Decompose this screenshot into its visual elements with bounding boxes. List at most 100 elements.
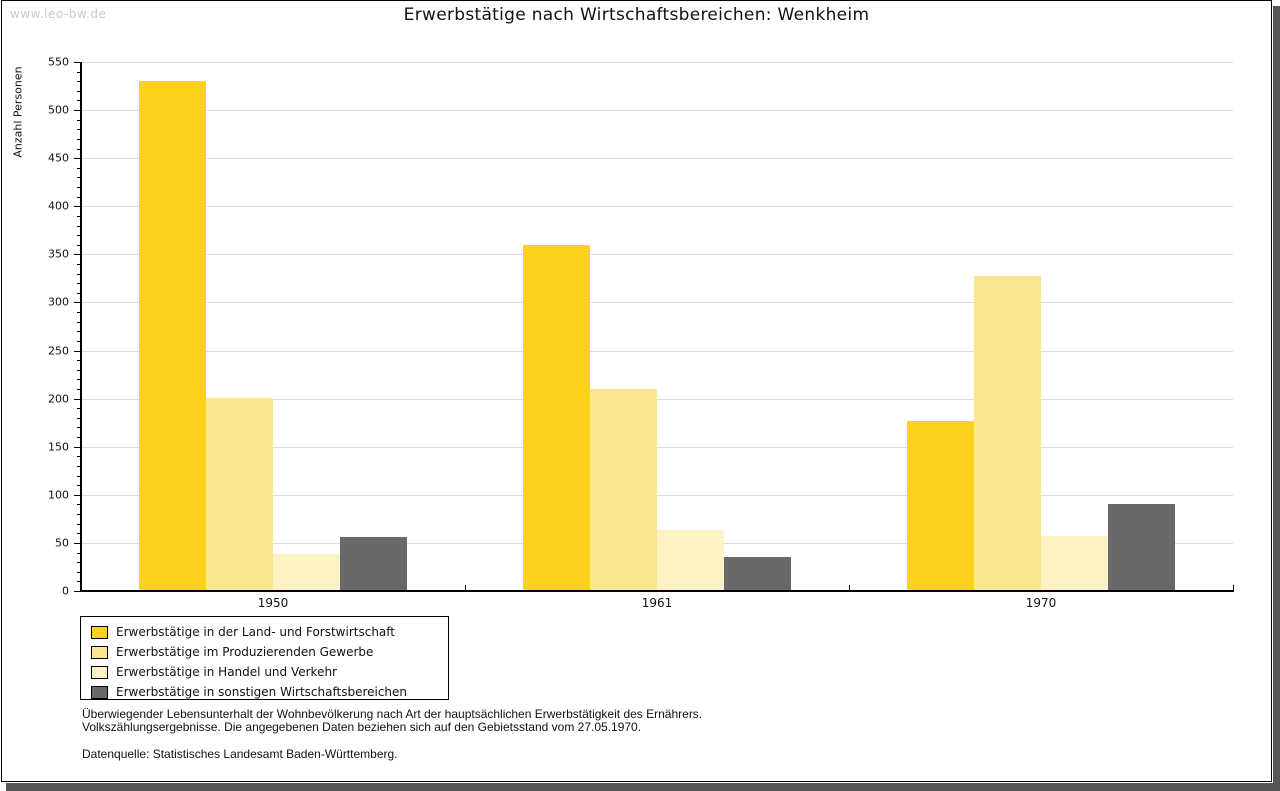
y-axis-minor-tick bbox=[77, 417, 81, 419]
y-axis-minor-tick bbox=[77, 427, 81, 429]
y-axis-tick-label: 50 bbox=[55, 536, 69, 550]
y-axis-minor-tick bbox=[77, 523, 81, 525]
legend-swatch-icon bbox=[91, 645, 108, 659]
y-axis-major-tick bbox=[74, 591, 81, 592]
legend-label: Erwerbstätige in sonstigen Wirtschaftsbe… bbox=[116, 685, 408, 699]
legend-label: Erwerbstätige in der Land- und Forstwirt… bbox=[116, 625, 395, 639]
y-axis-major-tick bbox=[74, 542, 81, 544]
y-axis-minor-tick bbox=[77, 379, 81, 381]
legend-item-series2: Erwerbstätige im Produzierenden Gewerbe bbox=[81, 642, 448, 662]
y-axis-minor-tick bbox=[77, 177, 81, 179]
y-gridline bbox=[81, 350, 1233, 352]
y-axis-tick-label: 400 bbox=[48, 199, 69, 213]
y-axis-minor-tick bbox=[77, 485, 81, 487]
y-axis-minor-tick bbox=[77, 235, 81, 237]
bar-1970-series3 bbox=[1041, 536, 1108, 591]
x-axis-line bbox=[80, 590, 1234, 592]
y-axis-minor-tick bbox=[77, 263, 81, 265]
y-axis-minor-tick bbox=[77, 552, 81, 554]
y-axis-minor-tick bbox=[77, 562, 81, 564]
y-axis-minor-tick bbox=[77, 167, 81, 169]
y-axis-major-tick bbox=[74, 302, 81, 304]
y-axis-minor-tick bbox=[77, 100, 81, 102]
y-axis-minor-tick bbox=[77, 225, 81, 227]
legend-item-series4: Erwerbstätige in sonstigen Wirtschaftsbe… bbox=[81, 682, 448, 702]
legend-swatch-icon bbox=[91, 625, 108, 639]
legend-swatch-icon bbox=[91, 665, 108, 679]
y-axis-tick-label: 150 bbox=[48, 440, 69, 454]
window-shadow-bottom bbox=[6, 783, 1280, 791]
legend-item-series3: Erwerbstätige in Handel und Verkehr bbox=[81, 662, 448, 682]
y-axis-minor-tick bbox=[77, 581, 81, 583]
y-axis-tick-label: 550 bbox=[48, 55, 69, 69]
y-axis-minor-tick bbox=[77, 475, 81, 477]
y-axis-tick-label: 300 bbox=[48, 295, 69, 309]
y-axis-minor-tick bbox=[77, 71, 81, 73]
y-axis-tick-label: 0 bbox=[62, 584, 69, 598]
footer-source: Datenquelle: Statistisches Landesamt Bad… bbox=[82, 747, 398, 761]
y-gridline bbox=[81, 62, 1233, 63]
y-axis-minor-tick bbox=[77, 321, 81, 323]
plot-area: 0 50 100 150 200 250 300 350 400 450 500 550 1950 196… bbox=[2, 1, 1271, 781]
y-axis-minor-tick bbox=[77, 533, 81, 535]
y-axis-major-tick bbox=[74, 350, 81, 352]
y-gridline bbox=[81, 494, 1233, 496]
y-gridline bbox=[81, 254, 1233, 256]
y-axis-tick-label: 250 bbox=[48, 344, 69, 358]
x-axis-category-label: 1961 bbox=[641, 596, 673, 610]
y-axis-tick-label: 350 bbox=[48, 247, 69, 261]
y-axis-minor-tick bbox=[77, 81, 81, 83]
y-axis-minor-tick bbox=[77, 571, 81, 573]
footer-note-line2: Volkszählungsergebnisse. Die angegebenen… bbox=[82, 720, 642, 734]
x-axis-tick bbox=[1233, 585, 1234, 591]
y-gridline bbox=[81, 110, 1233, 112]
y-axis-minor-tick bbox=[77, 273, 81, 275]
x-axis-tick bbox=[849, 585, 850, 591]
y-axis-minor-tick bbox=[77, 215, 81, 217]
y-axis-major-tick bbox=[74, 206, 81, 208]
y-axis-major-tick bbox=[74, 254, 81, 256]
y-axis-minor-tick bbox=[77, 283, 81, 285]
y-axis-minor-tick bbox=[77, 514, 81, 516]
bar-1950-series1 bbox=[139, 81, 206, 591]
y-axis-minor-tick bbox=[77, 129, 81, 131]
x-axis-tick bbox=[465, 585, 466, 591]
y-axis-minor-tick bbox=[77, 456, 81, 458]
bar-1961-series4 bbox=[724, 557, 791, 591]
y-gridline bbox=[81, 206, 1233, 208]
y-axis-major-tick bbox=[74, 446, 81, 448]
bar-1950-series2 bbox=[206, 397, 273, 591]
y-axis-line bbox=[80, 62, 82, 592]
y-axis-minor-tick bbox=[77, 389, 81, 391]
legend: Erwerbstätige in der Land- und Forstwirt… bbox=[80, 616, 449, 700]
y-axis-minor-tick bbox=[77, 312, 81, 314]
y-axis-minor-tick bbox=[77, 90, 81, 92]
y-axis-minor-tick bbox=[77, 360, 81, 362]
y-axis-major-tick bbox=[74, 62, 81, 63]
y-axis-minor-tick bbox=[77, 292, 81, 294]
y-axis-major-tick bbox=[74, 398, 81, 400]
legend-swatch-icon bbox=[91, 685, 108, 699]
bar-1961-series3 bbox=[657, 530, 724, 591]
y-axis-minor-tick bbox=[77, 119, 81, 121]
y-axis-major-tick bbox=[74, 110, 81, 112]
y-axis-minor-tick bbox=[77, 340, 81, 342]
y-axis-minor-tick bbox=[77, 465, 81, 467]
y-axis-minor-tick bbox=[77, 408, 81, 410]
y-axis-minor-tick bbox=[77, 244, 81, 246]
chart-title: Erwerbstätige nach Wirtschaftsbereichen:… bbox=[403, 5, 870, 25]
legend-item-series1: Erwerbstätige in der Land- und Forstwirt… bbox=[81, 622, 448, 642]
y-axis-major-tick bbox=[74, 158, 81, 160]
bar-1950-series3 bbox=[273, 554, 340, 591]
y-gridline bbox=[81, 398, 1233, 400]
y-axis-tick-label: 100 bbox=[48, 488, 69, 502]
bar-1961-series1 bbox=[523, 244, 590, 591]
y-axis-minor-tick bbox=[77, 331, 81, 333]
legend-label: Erwerbstätige im Produzierenden Gewerbe bbox=[116, 645, 374, 659]
bar-1950-series4 bbox=[340, 537, 407, 591]
y-axis-minor-tick bbox=[77, 148, 81, 150]
bar-1961-series2 bbox=[590, 389, 657, 591]
y-axis-minor-tick bbox=[77, 369, 81, 371]
y-gridline bbox=[81, 446, 1233, 448]
y-axis-minor-tick bbox=[77, 187, 81, 189]
